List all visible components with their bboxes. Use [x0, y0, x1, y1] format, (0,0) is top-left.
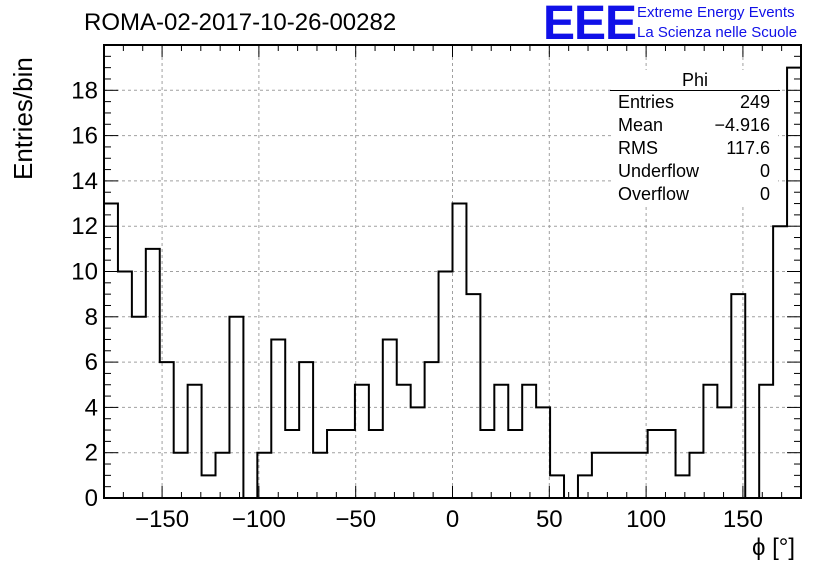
stats-value: 0	[759, 161, 770, 181]
y-tick-label: 8	[85, 304, 98, 331]
histogram-outline	[103, 66, 802, 499]
x-tick-label: −50	[335, 506, 376, 533]
histogram-bin	[522, 385, 536, 498]
histogram-bin	[662, 430, 676, 498]
histogram-bin	[160, 362, 174, 498]
histogram-bin	[592, 453, 606, 498]
y-tick-label: 12	[71, 213, 98, 240]
x-tick-label: 0	[446, 506, 459, 533]
histogram-bin	[773, 226, 787, 498]
histogram-bin	[369, 430, 383, 498]
eee-logo: EEE	[543, 0, 637, 50]
stats-label: Underflow	[618, 161, 700, 181]
y-tick-label: 16	[71, 123, 98, 150]
histogram-bin	[620, 453, 634, 498]
stats-row-overflow: Overflow 0	[612, 183, 778, 206]
histogram-bin	[257, 453, 271, 498]
y-tick-label: 18	[71, 77, 98, 104]
histogram-bin	[453, 204, 467, 498]
histogram-bin	[327, 430, 341, 498]
stats-value: 117.6	[726, 138, 770, 158]
plot-title: ROMA-02-2017-10-26-00282	[84, 9, 397, 36]
histogram-bin	[494, 385, 508, 498]
histogram-bin	[118, 272, 132, 499]
histogram-bin	[285, 430, 299, 498]
stats-row-entries: Entries 249	[612, 91, 778, 114]
histogram-bin	[439, 272, 453, 499]
histogram-bin	[703, 385, 717, 498]
stats-label: RMS	[618, 138, 658, 158]
histogram-bin	[550, 475, 564, 498]
histogram-bin	[466, 294, 480, 498]
histogram-bin	[341, 430, 355, 498]
y-tick-label: 14	[71, 168, 98, 195]
histogram-bin	[271, 339, 285, 498]
histogram-bin	[313, 453, 327, 498]
stats-label: Overflow	[618, 184, 690, 204]
x-tick-label: −150	[135, 506, 189, 533]
histogram-bin	[202, 475, 216, 498]
histogram-bin	[578, 475, 592, 498]
histogram-bin	[355, 385, 369, 498]
histogram-bin	[480, 430, 494, 498]
stats-value: −4.916	[714, 115, 770, 135]
histogram-bin	[397, 385, 411, 498]
logo-subtitle-line2: La Scienza nelle Scuole	[637, 24, 798, 41]
histogram-bin	[676, 475, 690, 498]
stats-row-rms: RMS 117.6	[612, 137, 778, 160]
histogram-bin	[299, 362, 313, 498]
histogram-bin	[634, 453, 648, 498]
stats-row-mean: Mean −4.916	[612, 114, 778, 137]
histogram-bin	[648, 430, 662, 498]
histogram-bin	[759, 385, 773, 498]
histogram-bin	[146, 249, 160, 498]
stats-label: Mean	[618, 115, 664, 135]
histogram-bin	[606, 453, 620, 498]
histogram-bin	[383, 339, 397, 498]
histogram-bin	[174, 453, 188, 498]
logo-subtitle-line1: Extreme Energy Events	[637, 4, 795, 21]
y-tick-label: 4	[85, 394, 98, 421]
histogram-bin	[508, 430, 522, 498]
statistics-box: Phi Entries 249 Mean −4.916 RMS 117.6 Un…	[610, 70, 780, 206]
stats-value: 0	[759, 184, 770, 204]
y-tick-label: 0	[85, 485, 98, 512]
y-tick-label: 6	[85, 349, 98, 376]
histogram-bin	[411, 407, 425, 498]
x-tick-label: 50	[536, 506, 563, 533]
histogram-bin	[731, 294, 745, 498]
histogram-bin	[188, 385, 202, 498]
y-tick-label: 10	[71, 259, 98, 286]
histogram-bin	[689, 453, 703, 498]
y-tick-label: 2	[85, 440, 98, 467]
histogram-bin	[229, 317, 243, 498]
histogram-bin	[536, 407, 550, 498]
stats-label: Entries	[618, 92, 675, 112]
y-axis-label: Entries/bin	[8, 57, 38, 180]
histogram-bin	[132, 317, 146, 498]
histogram-bin	[425, 362, 439, 498]
x-axis-label: ϕ [°]	[752, 534, 796, 561]
x-tick-label: −100	[232, 506, 286, 533]
histogram-bin	[216, 453, 230, 498]
histogram-bin	[717, 407, 731, 498]
x-tick-label: 150	[723, 506, 763, 533]
stats-row-underflow: Underflow 0	[612, 160, 778, 183]
stats-name: Phi	[610, 70, 780, 91]
stats-value: 249	[739, 92, 770, 112]
x-tick-label: 100	[626, 506, 666, 533]
